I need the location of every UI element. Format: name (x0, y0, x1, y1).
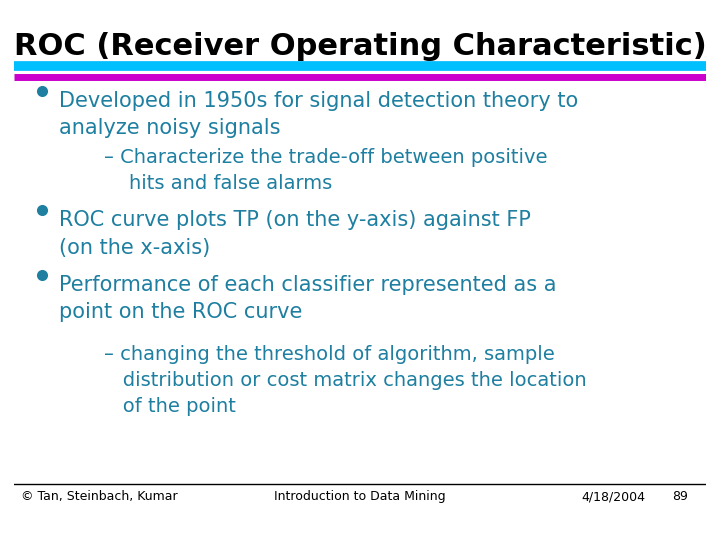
Text: © Tan, Steinbach, Kumar: © Tan, Steinbach, Kumar (22, 490, 178, 503)
Text: ROC (Receiver Operating Characteristic): ROC (Receiver Operating Characteristic) (14, 31, 706, 60)
Text: Introduction to Data Mining: Introduction to Data Mining (274, 490, 446, 503)
Text: 89: 89 (672, 490, 688, 503)
Text: 4/18/2004: 4/18/2004 (581, 490, 645, 503)
Text: – changing the threshold of algorithm, sample
   distribution or cost matrix cha: – changing the threshold of algorithm, s… (104, 345, 587, 416)
Text: Developed in 1950s for signal detection theory to
analyze noisy signals: Developed in 1950s for signal detection … (59, 91, 579, 138)
Text: – Characterize the trade-off between positive
    hits and false alarms: – Characterize the trade-off between pos… (104, 148, 548, 193)
Text: ROC curve plots TP (on the y-axis) against FP
(on the x-axis): ROC curve plots TP (on the y-axis) again… (59, 211, 531, 258)
Text: Performance of each classifier represented as a
point on the ROC curve: Performance of each classifier represent… (59, 275, 557, 322)
